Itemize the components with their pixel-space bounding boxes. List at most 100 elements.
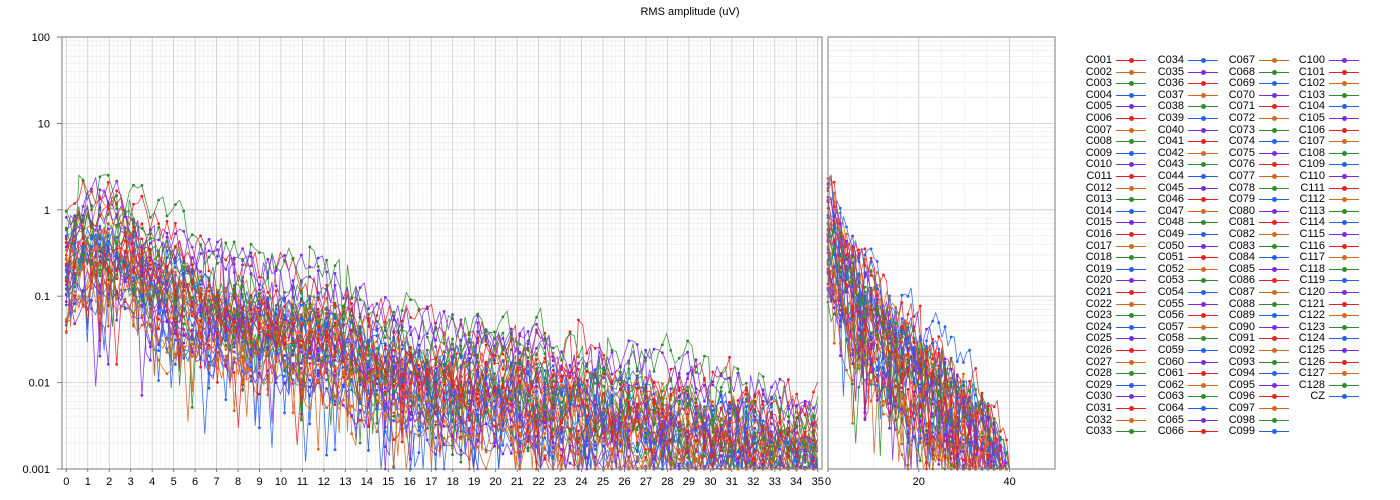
data-point — [182, 353, 186, 357]
data-point — [863, 314, 867, 318]
data-point — [845, 225, 848, 229]
data-point — [224, 258, 228, 262]
data-point — [174, 293, 177, 297]
data-point — [577, 440, 580, 444]
data-point — [266, 291, 270, 294]
data-point — [165, 319, 169, 323]
data-point — [300, 332, 303, 336]
data-point — [73, 322, 77, 326]
data-point — [266, 369, 270, 372]
data-point — [392, 464, 396, 468]
data-point — [857, 251, 861, 255]
data-point — [719, 419, 723, 423]
data-point — [863, 247, 867, 251]
data-point — [786, 426, 790, 430]
data-point — [224, 286, 228, 290]
data-point — [367, 316, 370, 320]
data-point — [770, 430, 773, 434]
data-point — [81, 289, 85, 292]
data-point — [753, 395, 757, 399]
data-point — [652, 439, 656, 443]
data-point — [577, 437, 580, 440]
data-point — [190, 233, 194, 237]
data-point — [703, 454, 706, 458]
data-point — [291, 321, 295, 325]
x-tick-label: 31 — [726, 476, 738, 488]
data-point — [869, 256, 873, 260]
x-tick-label: 26 — [618, 476, 630, 488]
data-point — [577, 382, 580, 386]
data-point — [467, 427, 471, 430]
data-point — [383, 322, 387, 326]
data-point — [90, 233, 93, 237]
data-point — [803, 434, 807, 437]
data-point — [518, 401, 522, 404]
data-point — [232, 409, 236, 413]
data-point — [115, 273, 119, 277]
data-point — [409, 371, 412, 375]
data-point — [132, 202, 135, 206]
data-point — [619, 405, 622, 409]
data-point — [619, 365, 622, 369]
data-point — [300, 385, 303, 389]
data-point — [451, 446, 454, 450]
data-point — [199, 270, 203, 273]
data-point — [140, 226, 144, 230]
data-point — [694, 371, 698, 374]
data-point — [968, 379, 971, 383]
data-point — [535, 316, 538, 319]
data-point — [73, 227, 77, 231]
data-point — [383, 425, 387, 429]
data-point — [602, 418, 605, 421]
data-point — [518, 363, 522, 366]
data-point — [803, 399, 807, 403]
data-point — [610, 372, 614, 376]
data-point — [266, 393, 270, 397]
data-point — [753, 401, 757, 404]
data-point — [803, 458, 807, 462]
data-point — [703, 354, 706, 358]
data-point — [518, 420, 522, 424]
data-point — [115, 277, 119, 281]
data-point — [661, 423, 664, 426]
data-point — [509, 374, 513, 377]
data-point — [686, 385, 689, 389]
data-point — [711, 431, 715, 434]
data-point — [442, 383, 446, 387]
data-point — [518, 384, 522, 388]
data-point — [744, 393, 748, 396]
data-point — [409, 316, 412, 319]
data-point — [367, 392, 370, 395]
data-point — [551, 364, 555, 368]
data-point — [333, 312, 337, 316]
data-point — [543, 380, 547, 384]
data-point — [425, 348, 429, 352]
data-point — [778, 462, 782, 466]
data-point — [918, 304, 922, 308]
data-point — [686, 396, 689, 400]
data-point — [316, 371, 320, 374]
data-point — [526, 389, 530, 393]
data-point — [274, 269, 278, 272]
data-point — [241, 334, 245, 338]
data-point — [182, 209, 186, 213]
data-point — [232, 310, 236, 314]
data-point — [333, 377, 337, 380]
data-point — [98, 175, 102, 179]
data-point — [728, 454, 731, 458]
data-point — [786, 378, 790, 382]
data-point — [937, 347, 941, 351]
x-tick-label: 20 — [490, 476, 502, 488]
data-point — [123, 211, 127, 215]
data-point — [652, 385, 656, 389]
data-point — [795, 439, 799, 443]
data-point — [232, 295, 236, 299]
data-point — [400, 417, 404, 421]
data-point — [526, 330, 530, 333]
data-point — [803, 449, 807, 453]
data-point — [661, 443, 664, 447]
data-point — [258, 302, 261, 306]
data-point — [711, 404, 715, 408]
data-point — [851, 421, 854, 425]
data-point — [442, 398, 446, 402]
